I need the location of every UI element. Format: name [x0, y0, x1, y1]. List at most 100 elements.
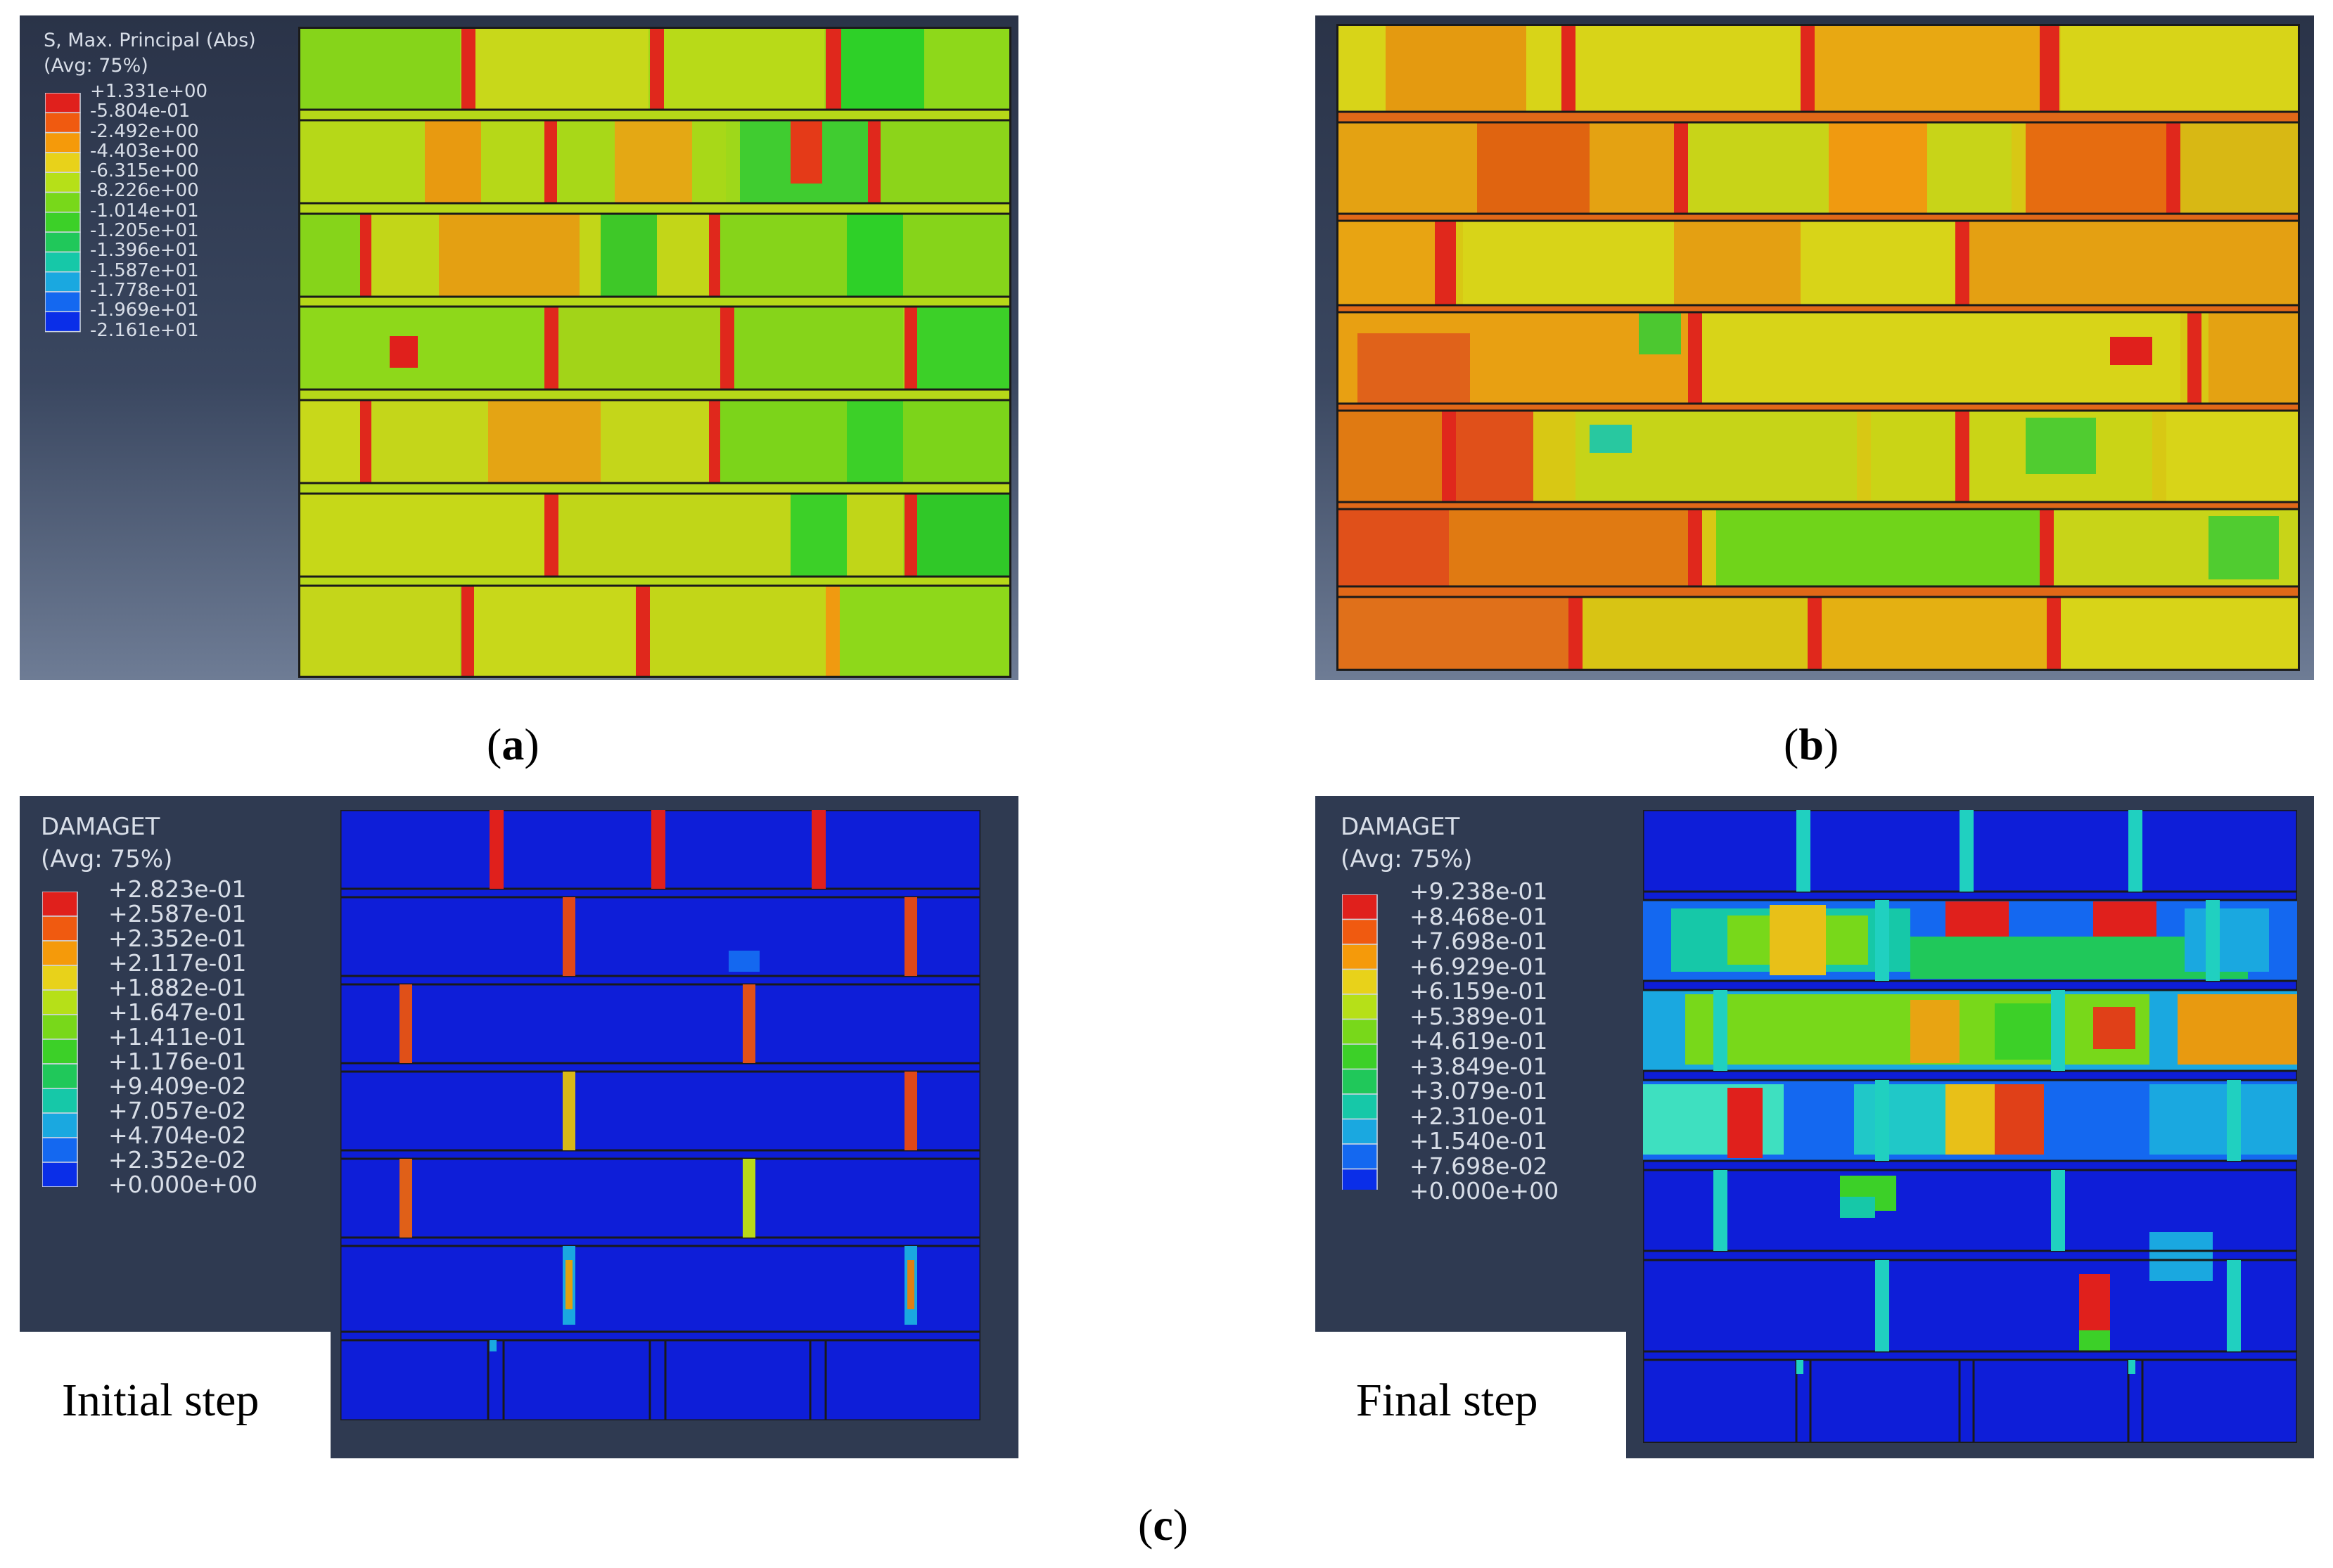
legend-value: -1.396e+01 — [90, 240, 199, 262]
legend-value: +1.411e-01 — [108, 1023, 247, 1050]
legend-value: +4.704e-02 — [108, 1122, 247, 1149]
colorbar-segment — [42, 1039, 78, 1065]
legend-c2-values: +9.238e-01 +8.468e-01 +7.698e-01 +6.929e-01… — [1410, 879, 1559, 1204]
wall-a-contour — [298, 27, 1011, 678]
colorbar-segment — [1342, 918, 1378, 945]
legend-value: -2.161e+01 — [90, 319, 199, 341]
legend-value: +0.000e+00 — [1410, 1177, 1559, 1204]
colorbar-segment — [42, 1112, 78, 1138]
legend-value: +2.352e-01 — [108, 925, 247, 952]
legend-a-title: S, Max. Principal (Abs) — [44, 30, 256, 51]
colorbar-segment — [45, 152, 81, 173]
legend-value: -1.969e+01 — [90, 300, 199, 321]
panel-c-initial-damage: DAMAGET (Avg: 75%) +2.823e-01 +2.587e-01 +… — [20, 796, 1018, 1458]
colorbar-segment — [45, 131, 81, 153]
legend-value: +7.698e-02 — [1410, 1152, 1548, 1180]
legend-value: +1.331e+00 — [90, 81, 208, 102]
colorbar-segment — [45, 251, 81, 273]
colorbar-segment — [42, 989, 78, 1015]
legend-value: -5.804e-01 — [90, 101, 191, 122]
panel-b-stress-contour — [1315, 15, 2314, 680]
colorbar-segment — [1342, 968, 1378, 995]
legend-c2-subtitle: (Avg: 75%) — [1341, 845, 1473, 873]
legend-c1-title: DAMAGET — [41, 813, 160, 841]
legend-c2-colorbar — [1342, 894, 1378, 1190]
colorbar-segment — [45, 112, 81, 134]
legend-value: -1.014e+01 — [90, 200, 199, 221]
colorbar-segment — [45, 311, 81, 333]
colorbar-segment — [1342, 1043, 1378, 1070]
colorbar-segment — [45, 93, 81, 114]
legend-value: -1.587e+01 — [90, 259, 199, 281]
initial-step-box — [20, 1332, 331, 1458]
wall-b-contour — [1336, 24, 2300, 671]
colorbar-segment — [42, 1162, 78, 1187]
legend-value: +9.238e-01 — [1410, 878, 1548, 905]
legend-value: +5.389e-01 — [1410, 1002, 1548, 1030]
colorbar-segment — [1342, 1168, 1378, 1190]
legend-value: -4.403e+00 — [90, 140, 199, 162]
colorbar-segment — [45, 291, 81, 313]
legend-c1-values: +2.823e-01 +2.587e-01 +2.352e-01 +2.117e-01… — [108, 877, 257, 1197]
legend-value: +3.079e-01 — [1410, 1077, 1548, 1105]
colorbar-segment — [1342, 994, 1378, 1020]
legend-c1-subtitle: (Avg: 75%) — [41, 845, 173, 873]
wall-c-initial-contour — [340, 810, 980, 1420]
legend-value: +1.647e-01 — [108, 998, 247, 1026]
colorbar-segment — [1342, 1143, 1378, 1170]
colorbar-segment — [1342, 1068, 1378, 1095]
legend-value: -2.492e+00 — [90, 120, 199, 142]
caption-b: (b) — [1784, 719, 1839, 769]
legend-a-subtitle: (Avg: 75%) — [44, 55, 148, 77]
legend-value: +9.409e-02 — [108, 1072, 247, 1100]
legend-value: +6.159e-01 — [1410, 977, 1548, 1005]
legend-value: +7.698e-01 — [1410, 927, 1548, 955]
legend-value: +2.117e-01 — [108, 949, 247, 977]
caption-a: (a) — [487, 719, 539, 769]
colorbar-segment — [42, 1014, 78, 1040]
colorbar-segment — [42, 965, 78, 991]
colorbar-segment — [1342, 944, 1378, 970]
colorbar-segment — [42, 1088, 78, 1114]
legend-value: +6.929e-01 — [1410, 952, 1548, 980]
legend-value: +2.823e-01 — [108, 875, 247, 903]
legend-value: -6.315e+00 — [90, 160, 199, 182]
legend-value: +8.468e-01 — [1410, 902, 1548, 930]
legend-value: +2.587e-01 — [108, 900, 247, 927]
legend-value: +7.057e-02 — [108, 1097, 247, 1124]
colorbar-segment — [42, 892, 78, 917]
panel-a-stress-contour: S, Max. Principal (Abs) (Avg: 75%) +1.33… — [20, 15, 1018, 680]
legend-c1-colorbar — [42, 892, 78, 1187]
legend-value: -8.226e+00 — [90, 180, 199, 202]
legend-c2-title: DAMAGET — [1341, 813, 1460, 841]
colorbar-segment — [45, 212, 81, 233]
final-step-box — [1315, 1332, 1626, 1458]
legend-value: -1.205e+01 — [90, 220, 199, 242]
colorbar-segment — [1342, 1093, 1378, 1120]
colorbar-segment — [1342, 1018, 1378, 1045]
colorbar-segment — [42, 915, 78, 942]
legend-value: +3.849e-01 — [1410, 1052, 1548, 1080]
legend-value: +4.619e-01 — [1410, 1027, 1548, 1055]
legend-value: +0.000e+00 — [108, 1171, 258, 1198]
legend-value: +1.882e-01 — [108, 974, 247, 1001]
colorbar-segment — [42, 1137, 78, 1163]
legend-value: +1.176e-01 — [108, 1048, 247, 1075]
legend-value: +2.352e-02 — [108, 1146, 247, 1174]
colorbar-segment — [1342, 1118, 1378, 1145]
colorbar-segment — [45, 231, 81, 253]
colorbar-segment — [45, 172, 81, 193]
colorbar-segment — [45, 271, 81, 293]
colorbar-segment — [45, 191, 81, 213]
legend-value: +1.540e-01 — [1410, 1127, 1548, 1155]
final-step-label: Final step — [1356, 1375, 1538, 1426]
wall-c-final-contour — [1643, 810, 2297, 1443]
colorbar-segment — [42, 940, 78, 966]
caption-c: (c) — [1138, 1500, 1189, 1550]
colorbar-segment — [1342, 894, 1378, 920]
initial-step-label: Initial step — [62, 1375, 260, 1426]
legend-a-colorbar — [45, 93, 81, 333]
legend-value: -1.778e+01 — [90, 279, 199, 301]
colorbar-segment — [42, 1063, 78, 1089]
panel-c-final-damage: DAMAGET (Avg: 75%) +9.238e-01 +8.468e-01 +… — [1315, 796, 2314, 1458]
